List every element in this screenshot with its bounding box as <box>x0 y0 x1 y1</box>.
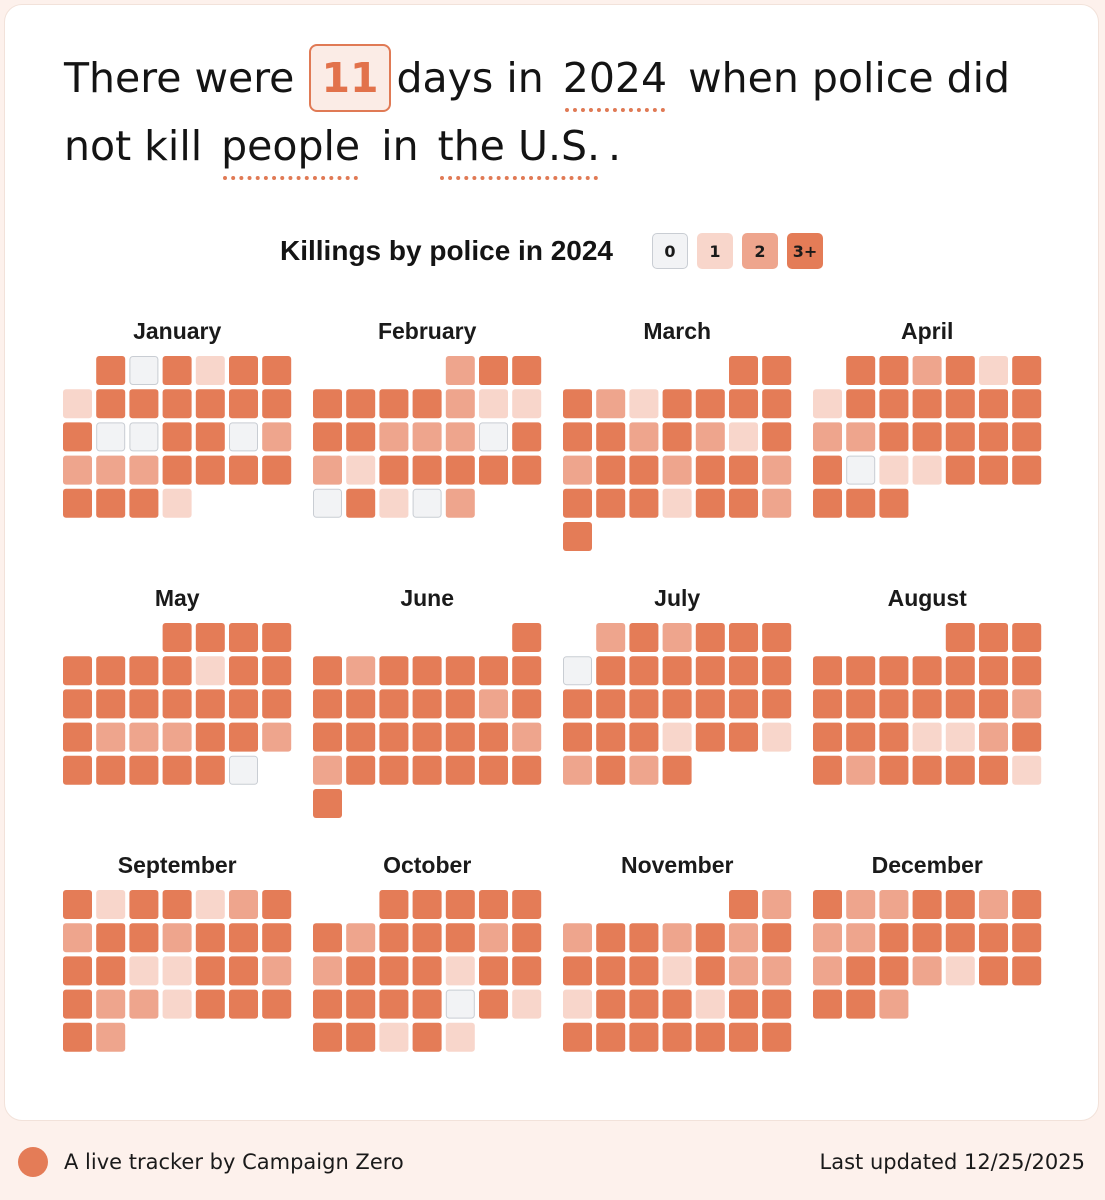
headline-end: . <box>608 122 622 170</box>
legend-swatch-0: 0 <box>652 233 688 269</box>
headline-line-1: There were 11 days in 2024 when police di… <box>64 44 1064 112</box>
chart-title: Killings by police in 2024 <box>280 235 613 266</box>
legend-swatch-3-plus: 3+ <box>787 233 823 269</box>
no-killing-days-count: 11 <box>309 44 391 112</box>
headline-line-2: not kill people in the U.S.. <box>64 112 1064 180</box>
headline: There were 11 days in 2024 when police di… <box>64 44 1064 180</box>
year-selector[interactable]: 2024 <box>563 44 667 112</box>
legend-swatch-2: 2 <box>742 233 778 269</box>
campaign-zero-logo-icon <box>18 1147 48 1177</box>
footer-credit: A live tracker by Campaign Zero <box>64 1150 404 1174</box>
headline-connector: in <box>381 122 419 170</box>
legend-swatch-1: 1 <box>697 233 733 269</box>
footer: A live tracker by Campaign Zero Last upd… <box>0 1121 1105 1200</box>
last-updated: Last updated 12/25/2025 <box>819 1150 1085 1174</box>
headline-mid: days in <box>396 54 544 102</box>
headline-prefix: There were <box>64 54 295 102</box>
headline-suffix: when police did <box>688 54 1011 102</box>
headline-line2-prefix: not kill <box>64 122 203 170</box>
chart-header: Killings by police in 2024 0 1 2 3+ <box>0 231 1105 271</box>
victims-selector[interactable]: people <box>221 112 360 180</box>
place-selector[interactable]: the U.S. <box>438 112 600 180</box>
